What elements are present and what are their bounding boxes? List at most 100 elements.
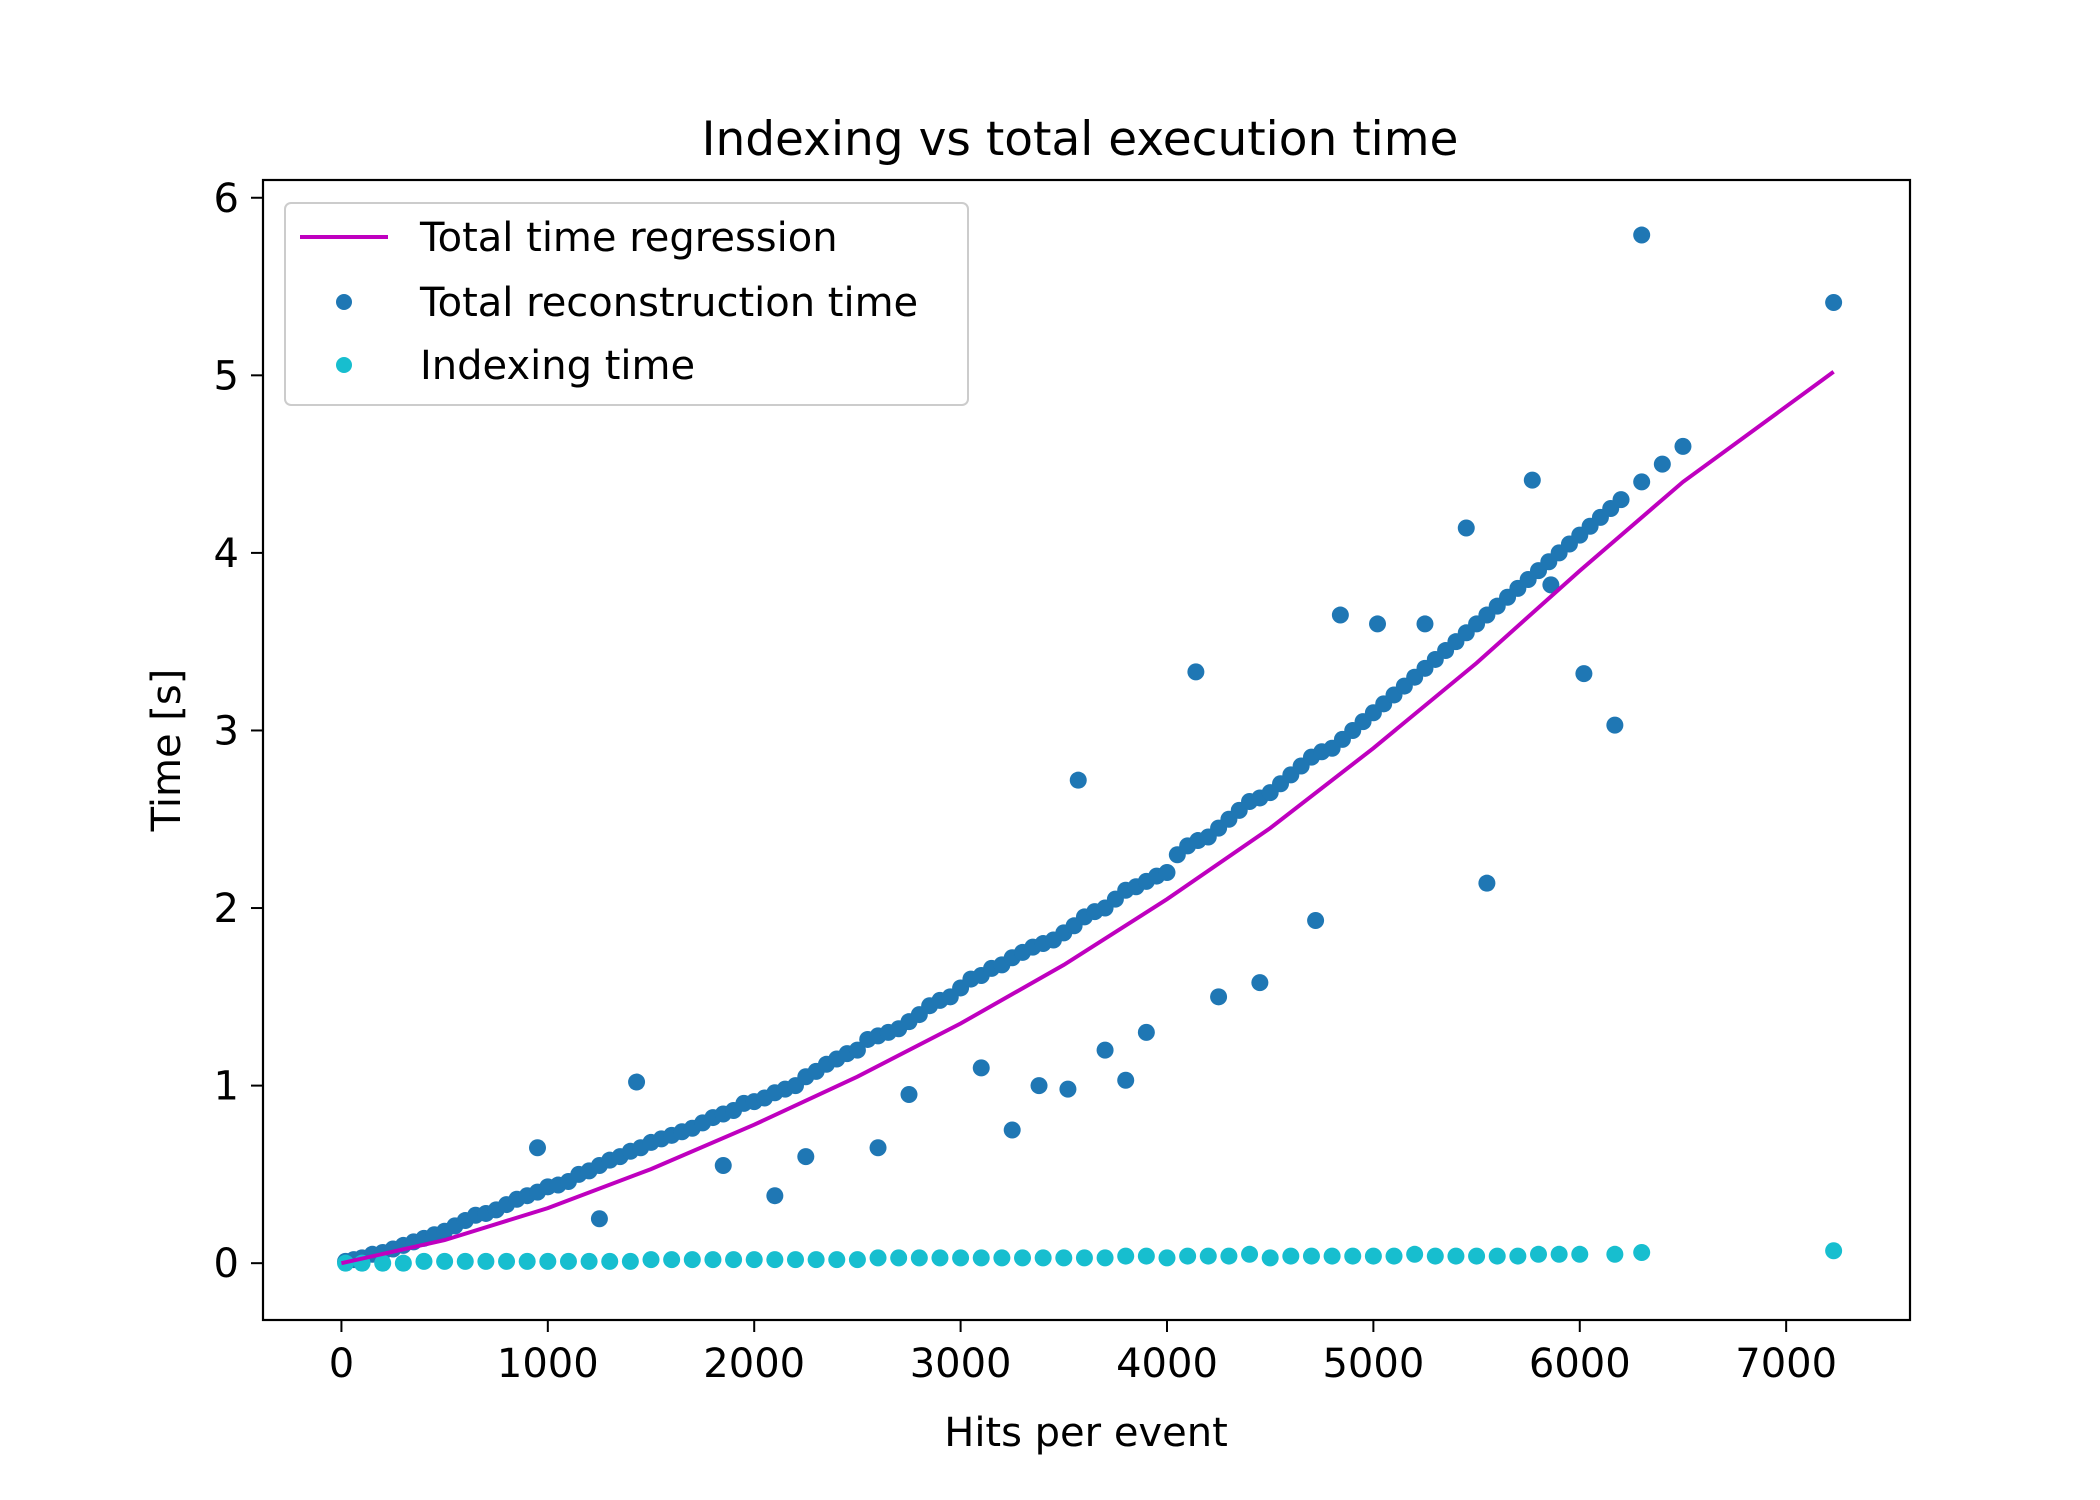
indexing-point-28 xyxy=(910,1249,928,1267)
x-tick-label-1: 1000 xyxy=(497,1341,599,1387)
indexing-point-31 xyxy=(972,1249,990,1267)
indexing-point-55 xyxy=(1468,1247,1486,1265)
indexing-point-20 xyxy=(745,1251,763,1269)
total-point-129 xyxy=(529,1139,546,1157)
indexing-point-3 xyxy=(394,1254,412,1272)
indexing-point-45 xyxy=(1261,1249,1279,1267)
total-point-126 xyxy=(1653,455,1671,473)
indexing-point-48 xyxy=(1323,1247,1341,1265)
indexing-point-50 xyxy=(1364,1247,1382,1265)
indexing-point-16 xyxy=(663,1251,681,1269)
total-point-127 xyxy=(1674,437,1692,455)
total-point-152 xyxy=(1030,1077,1048,1095)
plot-frame xyxy=(261,178,1912,1322)
total-point-137 xyxy=(1416,615,1434,633)
indexing-point-32 xyxy=(993,1249,1011,1267)
indexing-point-34 xyxy=(1034,1249,1052,1267)
indexing-point-14 xyxy=(621,1252,639,1270)
total-point-80 xyxy=(1158,864,1176,882)
indexing-point-57 xyxy=(1509,1247,1527,1265)
y-axis-label: Time [s] xyxy=(144,669,190,833)
indexing-point-30 xyxy=(952,1249,970,1267)
indexing-point-6 xyxy=(456,1252,474,1270)
indexing-point-9 xyxy=(518,1252,536,1270)
y-tick-label-6: 6 xyxy=(214,176,239,222)
y-tick-label-5: 5 xyxy=(214,353,239,399)
total-point-151 xyxy=(972,1059,990,1077)
total-point-132 xyxy=(1003,1121,1021,1139)
indexing-point-44 xyxy=(1241,1245,1259,1263)
indexing-point-21 xyxy=(766,1251,784,1269)
total-point-144 xyxy=(1069,771,1087,789)
indexing-point-47 xyxy=(1302,1247,1320,1265)
y-tick-label-2: 2 xyxy=(214,886,239,932)
indexing-point-40 xyxy=(1158,1249,1176,1267)
total-point-124 xyxy=(1612,491,1630,509)
indexing-point-56 xyxy=(1488,1247,1506,1265)
indexing-point-52 xyxy=(1406,1245,1424,1263)
indexing-point-23 xyxy=(807,1251,825,1269)
x-tick-label-6: 6000 xyxy=(1529,1341,1631,1387)
indexing-point-19 xyxy=(725,1251,743,1269)
indexing-point-18 xyxy=(704,1251,722,1269)
x-tick-label-0: 0 xyxy=(329,1341,354,1387)
plot-lines xyxy=(340,370,1835,1266)
indexing-point-53 xyxy=(1426,1247,1444,1265)
indexing-point-15 xyxy=(642,1251,660,1269)
indexing-point-11 xyxy=(559,1252,577,1270)
indexing-point-61 xyxy=(1606,1245,1624,1263)
total-point-141 xyxy=(1633,226,1651,244)
legend-label-total: Total reconstruction time xyxy=(419,280,918,326)
total-point-157 xyxy=(1210,988,1228,1006)
total-point-148 xyxy=(1117,1071,1135,1089)
total-point-145 xyxy=(1251,974,1269,992)
total-point-140 xyxy=(1542,576,1560,594)
total-point-149 xyxy=(869,1139,887,1157)
indexing-point-2 xyxy=(374,1254,392,1272)
total-point-146 xyxy=(1478,874,1496,892)
x-axis-ticks: 0 1000 2000 3000 4000 5000 6000 7000 xyxy=(329,1320,1837,1387)
indexing-point-27 xyxy=(890,1249,908,1267)
y-tick-label-0: 0 xyxy=(214,1241,239,1287)
y-tick-label-4: 4 xyxy=(214,531,239,577)
total-point-130 xyxy=(628,1073,646,1091)
x-tick-label-7: 7000 xyxy=(1735,1341,1837,1387)
total-point-153 xyxy=(714,1157,732,1175)
total-point-128 xyxy=(1825,294,1843,312)
total-point-150 xyxy=(900,1085,918,1103)
legend: Total time regression Total reconstructi… xyxy=(284,202,969,406)
x-tick-label-3: 3000 xyxy=(910,1341,1012,1387)
indexing-point-25 xyxy=(848,1251,866,1269)
total-point-143 xyxy=(1575,665,1593,683)
indexing-point-12 xyxy=(580,1252,598,1270)
indexing-point-36 xyxy=(1075,1249,1093,1267)
total-point-154 xyxy=(590,1210,608,1228)
indexing-point-4 xyxy=(415,1252,433,1270)
indexing-point-26 xyxy=(869,1249,887,1267)
indexing-point-7 xyxy=(477,1252,495,1270)
legend-label-indexing: Indexing time xyxy=(420,343,695,389)
indexing-point-58 xyxy=(1529,1245,1547,1263)
y-tick-label-3: 3 xyxy=(214,708,239,754)
total-point-156 xyxy=(1096,1041,1114,1059)
indexing-point-5 xyxy=(436,1252,454,1270)
total-point-50 xyxy=(848,1041,866,1059)
total-point-147 xyxy=(1307,911,1325,929)
indexing-point-49 xyxy=(1344,1247,1362,1265)
indexing-point-42 xyxy=(1199,1247,1217,1265)
regression-line xyxy=(340,370,1835,1266)
x-tick-label-4: 4000 xyxy=(1116,1341,1218,1387)
indexing-point-24 xyxy=(828,1251,846,1269)
indexing-point-43 xyxy=(1220,1247,1238,1265)
indexing-point-38 xyxy=(1117,1247,1135,1265)
total-point-142 xyxy=(1606,716,1624,734)
total-point-135 xyxy=(1331,606,1349,624)
x-tick-label-5: 5000 xyxy=(1322,1341,1424,1387)
total-point-139 xyxy=(1523,471,1541,489)
indexing-point-37 xyxy=(1096,1249,1114,1267)
plot-points xyxy=(337,226,1843,1272)
indexing-point-41 xyxy=(1179,1247,1197,1265)
x-tick-label-2: 2000 xyxy=(703,1341,805,1387)
indexing-point-8 xyxy=(498,1252,516,1270)
